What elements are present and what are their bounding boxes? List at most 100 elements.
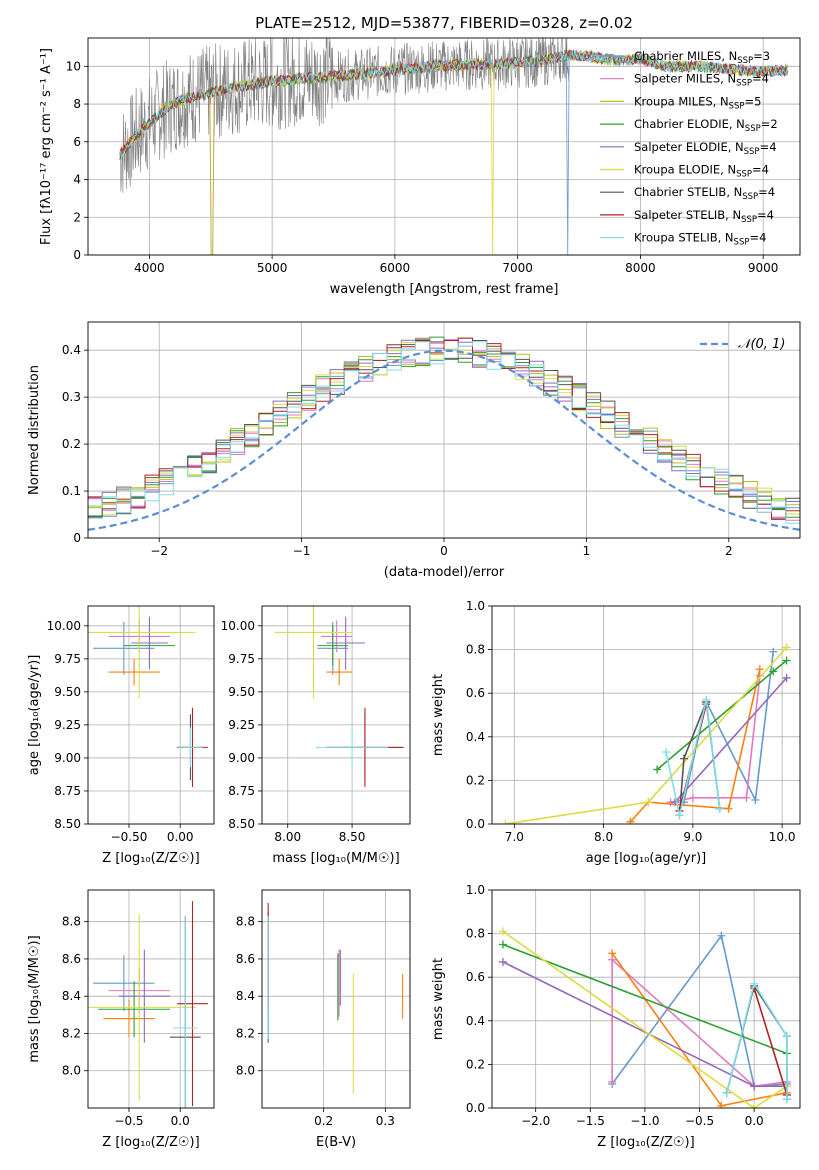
mass-vs-Z-ytick-label: 8.0 (62, 1064, 81, 1078)
mass-weight-vs-age-ytick-label: 0.8 (466, 643, 485, 657)
mass-vs-EBV-xtick-label: 0.2 (314, 1114, 333, 1128)
residuals-ytick-label: 0.3 (62, 390, 81, 404)
mass-weight-vs-Z-xtick-label: −1.5 (576, 1114, 605, 1128)
mass-vs-Z-plot (88, 901, 208, 1108)
age-vs-Z-xtick-label: −0.50 (111, 830, 148, 844)
data-point-marker (782, 643, 791, 652)
data-point-marker (750, 1082, 759, 1091)
mass-weight-vs-Z-ytick-label: 0.0 (466, 1101, 485, 1115)
age-vs-Z-ylabel: age [log₁₀(age/yr)] (27, 655, 42, 776)
mass-vs-EBV-plot (267, 903, 404, 1094)
legend-count: =4 (749, 231, 766, 245)
mass-weight-vs-Z-frame (491, 889, 801, 1109)
data-point-marker (702, 695, 711, 704)
spectrum-frame (87, 37, 801, 256)
legend-count: =4 (758, 185, 775, 199)
legend-count: =5 (744, 94, 761, 108)
legend-subscript: SSP (729, 101, 745, 111)
mass-weight-vs-age-ytick-label: 0.0 (466, 817, 485, 831)
mass-weight-vs-age-plot (501, 643, 791, 824)
legend-count: =2 (761, 117, 778, 131)
mass-weight-vs-age-ylabel: mass weight (431, 674, 446, 756)
legend-subscript: SSP (737, 56, 753, 66)
legend-entry: Chabrier MILES, NSSP=3 (634, 49, 770, 66)
mass-weight-vs-age-xtick-label: 8.0 (594, 830, 613, 844)
spectrum-ylabel: Flux [fλ10⁻¹⁷ erg cm⁻² s⁻¹ A⁻¹] (39, 48, 54, 245)
spectrum-axes: 4000 5000 6000 7000 8000 9000 0 2 4 6 8 10 wavelengt… (39, 37, 801, 297)
data-point-marker (751, 796, 760, 805)
mass-weight-vs-Z-ylabel: mass weight (431, 958, 446, 1040)
mass-weight-vs-age-xtick-label: 10.0 (769, 830, 796, 844)
spectrum-ytick-label: 8 (73, 97, 81, 111)
age-vs-Z-ytick-label: 9.75 (54, 652, 81, 666)
age-vs-mass-axes: 8.00 8.50 8.50 8.75 9.00 9.25 9.50 9.75 10.00 mas… (221, 605, 411, 866)
spectrum-ytick-label: 10 (66, 59, 81, 73)
mass-weight-series (629, 669, 761, 823)
data-point-marker (498, 957, 507, 966)
data-point-marker (782, 673, 791, 682)
mass-vs-Z-xlabel: Z [log₁₀(Z/Z☉)] (102, 1135, 199, 1150)
legend-entry: Kroupa STELIB, NSSP=4 (634, 231, 766, 248)
age-vs-mass-ytick-label: 8.50 (228, 817, 255, 831)
residuals-ytick-label: 0.2 (62, 437, 81, 451)
mass-vs-EBV-frame (261, 889, 411, 1109)
data-point-marker (675, 811, 684, 820)
spectrum-legend: Chabrier MILES, NSSP=3 Salpeter MILES, NS… (600, 49, 778, 248)
mass-weight-series (611, 933, 787, 1088)
data-point-marker (688, 793, 697, 802)
age-vs-mass-ytick-label: 9.00 (228, 751, 255, 765)
age-vs-Z-ytick-label: 8.50 (54, 817, 81, 831)
age-vs-Z-ytick-label: 9.25 (54, 718, 81, 732)
residuals-plot (88, 336, 800, 531)
spectrum-ytick-label: 2 (73, 210, 81, 224)
mass-weight-vs-Z-ytick-label: 0.2 (466, 1057, 485, 1071)
mass-weight-vs-Z-xlabel: Z [log₁₀(Z/Z☉)] (597, 1135, 694, 1150)
data-point-marker (782, 656, 791, 665)
mass-vs-EBV-ytick-label: 8.6 (236, 952, 255, 966)
age-vs-mass-ytick-label: 9.50 (228, 685, 255, 699)
mass-weight-series (656, 659, 788, 771)
data-point-marker (724, 804, 733, 813)
spectrum-xtick-label: 6000 (380, 261, 411, 275)
mass-vs-EBV-ytick-label: 8.2 (236, 1026, 255, 1040)
mass-weight-series (726, 981, 788, 1100)
figure-title: PLATE=2512, MJD=53877, FIBERID=0328, z=0… (255, 14, 633, 32)
age-vs-mass-ytick-label: 9.25 (228, 718, 255, 732)
legend-subscript: SSP (736, 170, 752, 180)
residuals-ylabel: Normed distribution (27, 365, 42, 495)
age-vs-Z-xtick-label: 0.00 (167, 830, 194, 844)
mass-weight-vs-Z-xtick-label: −1.0 (630, 1114, 659, 1128)
age-vs-Z-frame (87, 605, 215, 825)
legend-entry: Kroupa MILES, NSSP=5 (634, 94, 761, 111)
data-point-marker (769, 667, 778, 676)
age-vs-mass-ytick-label: 10.00 (221, 619, 255, 633)
age-vs-mass-xtick-label: 8.50 (339, 830, 366, 844)
legend-count: =4 (752, 72, 769, 86)
legend-count: =4 (757, 208, 774, 222)
mass-vs-Z-xtick-label: 0.0 (171, 1114, 190, 1128)
data-point-marker (653, 765, 662, 774)
residuals-axes: −2 −1 0 1 2 0 0.1 0.2 0.3 0.4 (data-model)/error No… (27, 321, 801, 580)
data-point-marker (782, 1095, 791, 1104)
spectrum-ytick-label: 6 (73, 135, 81, 149)
residuals-xtick-label: −2 (150, 544, 168, 558)
age-vs-mass-xlabel: mass [log₁₀(M/M☉)] (272, 851, 399, 866)
legend-entry: 𝒩(0, 1) (738, 337, 785, 352)
legend-count: =4 (760, 140, 777, 154)
residuals-frame (87, 321, 801, 539)
mass-weight-series (683, 651, 774, 803)
data-point-marker (662, 748, 671, 757)
mass-weight-series (753, 987, 788, 1096)
legend-count: =4 (752, 163, 769, 177)
residuals-xtick-label: 0 (440, 544, 448, 558)
gaussian-reference-line (88, 349, 800, 531)
spectrum-xtick-label: 7000 (502, 261, 533, 275)
legend-entry: Chabrier STELIB, NSSP=4 (634, 185, 775, 202)
mass-weight-series (502, 930, 788, 1108)
mass-weight-series (502, 943, 788, 1055)
data-point-marker (679, 754, 688, 763)
legend-subscript: SSP (745, 124, 761, 134)
mass-weight-series (674, 677, 788, 803)
mass-vs-Z-frame (87, 889, 215, 1109)
